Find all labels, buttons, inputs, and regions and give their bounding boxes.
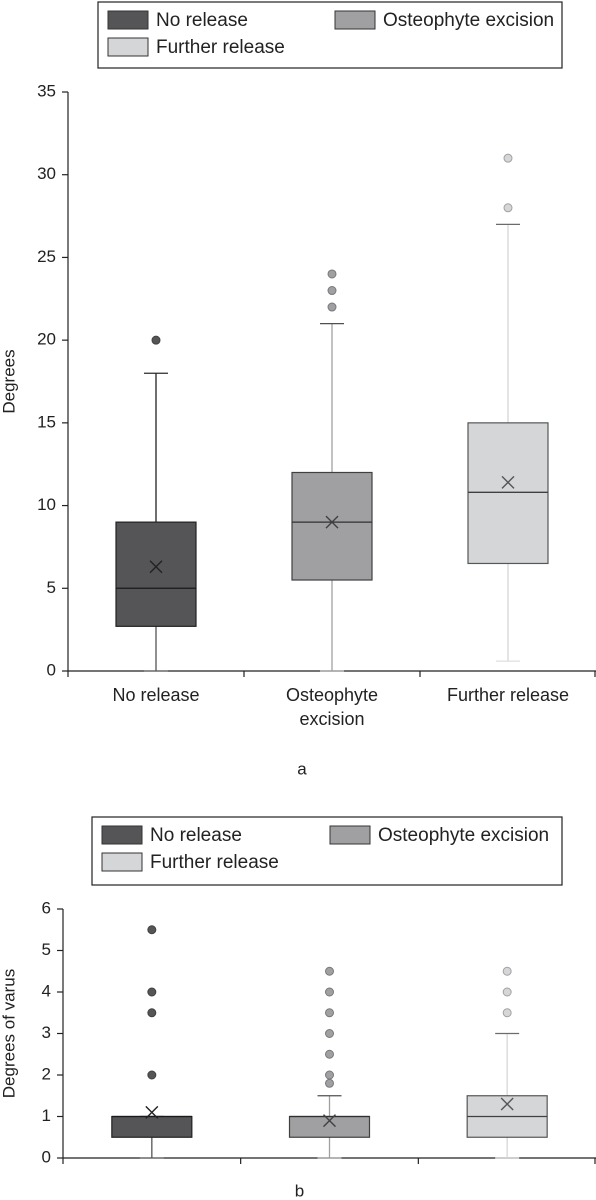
legend-frame [91,816,563,886]
y-tick-label: 15 [37,412,56,431]
outlier [325,1078,334,1088]
legend-label: Osteophyte excision [383,10,554,31]
y-tick-label: 1 [42,1106,51,1125]
y-axis-label: Degrees of varus [0,969,18,1098]
legend-swatch [101,852,143,872]
x-tick-label: Further release [446,685,570,705]
outlier [503,203,513,213]
mean-marker [500,1097,514,1111]
outlier [503,153,513,163]
outlier [147,1008,157,1018]
legend-label: Further release [150,852,279,873]
caption: b [295,1181,304,1200]
y-tick-label: 6 [42,898,51,917]
y-tick-label: 2 [42,1064,51,1083]
mean-marker [145,1105,159,1119]
caption: a [297,759,307,778]
outlier [325,987,334,997]
y-tick-label: 0 [42,1147,51,1166]
legend-swatch [107,10,149,30]
legend-swatch [334,10,376,30]
outlier [147,1070,157,1080]
box [467,422,549,565]
outlier [502,966,512,976]
y-tick-label: 10 [37,495,56,514]
y-tick-label: 30 [37,164,56,183]
legend-label: No release [150,825,242,846]
box [111,1115,193,1138]
y-tick-label: 5 [47,578,56,597]
x-tick-label: Osteophyte excision [285,685,379,729]
legend-frame [97,1,563,69]
outlier [325,1008,334,1018]
legend-swatch [329,825,371,845]
legend-label: Further release [156,37,285,58]
legend-label: Osteophyte excision [378,825,549,846]
box [115,521,197,627]
y-tick-label: 35 [37,81,56,100]
legend-label: No release [156,10,248,31]
y-tick-label: 0 [47,660,56,679]
legend-swatch [107,37,149,57]
outlier [502,1008,512,1018]
outlier [325,1070,334,1080]
mean-marker [323,1114,336,1128]
legend-swatch [101,825,143,845]
x-tick-label: No release [112,685,200,705]
y-tick-label: 20 [37,330,56,349]
outlier [327,302,337,312]
outlier [151,335,161,345]
outlier [325,966,334,976]
outlier [147,987,157,997]
box [288,1115,371,1138]
outlier [325,1049,334,1059]
y-axis-label: Degrees [0,349,18,413]
y-tick-label: 3 [42,1023,51,1042]
box [291,471,373,581]
outlier [325,1029,334,1038]
y-tick-label: 25 [37,247,56,266]
mean-marker [149,560,163,574]
y-tick-label: 5 [42,940,51,959]
outlier [327,269,337,279]
outlier [327,286,337,296]
y-tick-label: 4 [42,981,51,1000]
outlier [502,987,512,997]
mean-marker [501,475,515,489]
mean-marker [325,515,339,529]
outlier [147,925,157,935]
